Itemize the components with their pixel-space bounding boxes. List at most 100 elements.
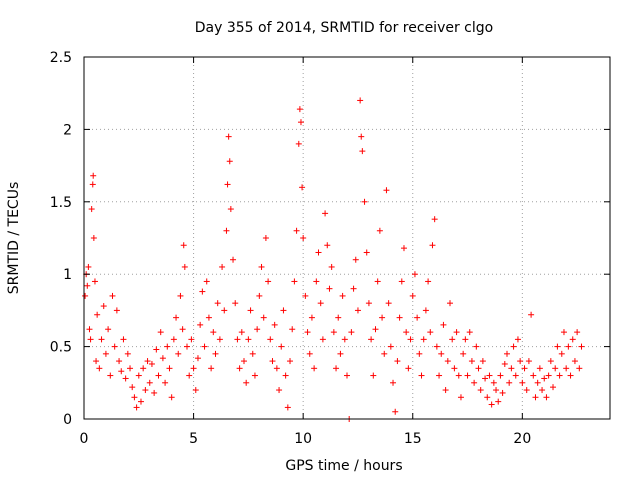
- data-point: [177, 292, 184, 299]
- data-point: [181, 263, 188, 270]
- data-point: [297, 119, 304, 126]
- data-point: [287, 358, 294, 365]
- data-point: [552, 365, 559, 372]
- data-point: [170, 336, 177, 343]
- data-point: [205, 314, 212, 321]
- data-point: [122, 375, 129, 382]
- data-point: [453, 329, 460, 336]
- data-point: [490, 379, 497, 386]
- data-point: [488, 401, 495, 408]
- data-point: [372, 326, 379, 333]
- data-point: [224, 181, 231, 188]
- data-point: [273, 365, 280, 372]
- data-point: [521, 365, 528, 372]
- data-point: [317, 300, 324, 307]
- data-point: [90, 172, 97, 179]
- data-point: [477, 387, 484, 394]
- data-point: [460, 350, 467, 357]
- data-point: [396, 314, 403, 321]
- data-point: [221, 307, 228, 314]
- data-point: [484, 394, 491, 401]
- data-point: [311, 365, 318, 372]
- x-axis-label: GPS time / hours: [285, 458, 402, 474]
- data-point: [409, 292, 416, 299]
- data-point: [438, 350, 445, 357]
- data-point: [107, 372, 114, 379]
- data-point: [565, 343, 572, 350]
- data-point: [330, 329, 337, 336]
- data-point: [135, 372, 142, 379]
- data-point: [278, 343, 285, 350]
- data-point: [398, 278, 405, 285]
- data-point: [247, 307, 254, 314]
- data-point: [390, 379, 397, 386]
- y-tick-label: 2.5: [50, 50, 72, 66]
- data-point: [210, 329, 217, 336]
- data-point: [447, 300, 454, 307]
- data-point: [162, 379, 169, 386]
- data-point: [129, 384, 136, 391]
- x-tick-label: 0: [80, 431, 89, 447]
- data-point: [256, 292, 263, 299]
- data-point: [194, 355, 201, 362]
- data-point: [299, 184, 306, 191]
- data-point: [197, 321, 204, 328]
- data-point: [105, 326, 112, 333]
- data-point: [94, 311, 101, 318]
- data-point: [90, 235, 97, 241]
- data-point: [269, 358, 276, 365]
- data-point: [392, 408, 399, 415]
- data-point: [471, 379, 478, 386]
- data-point: [482, 375, 489, 382]
- data-point: [245, 336, 252, 343]
- data-point: [556, 372, 563, 379]
- data-point: [157, 329, 164, 336]
- data-point: [400, 245, 407, 252]
- data-point: [260, 314, 267, 321]
- data-point: [501, 360, 508, 367]
- data-point: [315, 249, 322, 256]
- data-point: [282, 372, 289, 379]
- data-point: [368, 336, 375, 343]
- data-point: [528, 311, 535, 318]
- data-point: [422, 307, 429, 314]
- data-point: [87, 336, 94, 343]
- data-point: [442, 387, 449, 394]
- data-point: [326, 285, 333, 292]
- data-point: [214, 300, 221, 307]
- data-point: [155, 372, 162, 379]
- data-point: [82, 292, 89, 299]
- data-point: [455, 372, 462, 379]
- data-point: [436, 372, 443, 379]
- data-point: [429, 242, 436, 249]
- data-point: [475, 365, 482, 372]
- data-point: [341, 336, 348, 343]
- data-point: [539, 387, 546, 394]
- data-point: [96, 365, 103, 372]
- data-point: [536, 365, 543, 372]
- chart-title: Day 355 of 2014, SRMTID for receiver clg…: [195, 20, 493, 36]
- data-point: [394, 358, 401, 365]
- data-point: [153, 346, 160, 353]
- data-point: [451, 365, 458, 372]
- data-point: [433, 343, 440, 350]
- data-point: [88, 206, 95, 213]
- data-point: [324, 242, 331, 249]
- data-point: [304, 329, 311, 336]
- data-point: [230, 256, 237, 263]
- data-point: [208, 365, 215, 372]
- data-point: [192, 387, 199, 394]
- data-point: [159, 355, 166, 362]
- data-point: [543, 394, 550, 401]
- data-point: [563, 365, 570, 372]
- data-point: [333, 365, 340, 372]
- data-point: [359, 148, 366, 155]
- data-point: [571, 358, 578, 365]
- data-point: [166, 365, 173, 372]
- data-point: [560, 329, 567, 336]
- data-point: [151, 389, 158, 396]
- data-point: [363, 249, 370, 256]
- data-point: [344, 372, 350, 379]
- x-tick-label: 15: [404, 431, 422, 447]
